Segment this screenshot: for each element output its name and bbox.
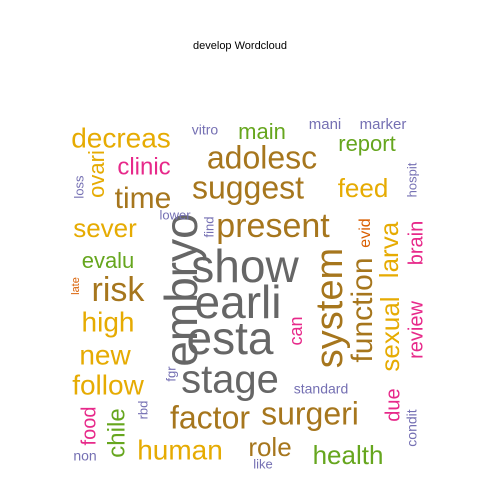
word-non: non	[73, 448, 96, 464]
word-feed: feed	[338, 173, 389, 203]
chart-title: develop Wordcloud	[193, 40, 287, 52]
word-vitro: vitro	[192, 122, 219, 138]
word-surgeri: surgeri	[261, 395, 359, 431]
word-sever: sever	[73, 213, 137, 243]
word-standard: standard	[294, 381, 348, 397]
word-risk: risk	[92, 271, 146, 309]
word-can: can	[286, 316, 306, 345]
word-due: due	[382, 388, 404, 421]
word-factor: factor	[170, 399, 250, 435]
word-human: human	[137, 434, 223, 465]
word-hospit: hospit	[404, 162, 419, 197]
word-adolesc: adolesc	[207, 139, 317, 175]
word-review: review	[405, 301, 427, 359]
word-evid: evid	[357, 218, 374, 247]
word-present: present	[216, 207, 330, 245]
word-stage: stage	[181, 358, 279, 402]
word-function: function	[346, 257, 379, 362]
word-larva: larva	[374, 221, 404, 278]
word-show: show	[191, 240, 299, 292]
word-find: find	[201, 217, 216, 238]
word-follow: follow	[72, 369, 144, 400]
word-health: health	[313, 440, 384, 470]
word-new: new	[79, 339, 131, 370]
word-food: food	[78, 407, 100, 446]
word-main: main	[238, 119, 286, 144]
word-clinic: clinic	[117, 153, 170, 180]
word-suggest: suggest	[192, 169, 304, 205]
word-chile: chile	[103, 408, 130, 457]
word-esta: esta	[187, 312, 274, 364]
word-report: report	[338, 131, 395, 156]
word-marker: marker	[360, 116, 407, 133]
word-fgr: fgr	[163, 366, 178, 382]
word-ovari: ovari	[84, 150, 109, 198]
word-rbd: rbd	[135, 401, 150, 420]
word-evalu: evalu	[82, 248, 135, 273]
word-sexual: sexual	[375, 296, 405, 371]
word-mani: mani	[309, 116, 342, 133]
word-loss: loss	[71, 175, 86, 199]
word-late: late	[70, 277, 82, 295]
word-system: system	[309, 248, 351, 368]
word-high: high	[82, 306, 135, 337]
word-earli: earli	[195, 276, 282, 328]
word-condit: condit	[404, 409, 420, 446]
word-brain: brain	[405, 221, 427, 265]
word-time: time	[115, 182, 172, 215]
word-decreas: decreas	[71, 122, 171, 153]
word-like: like	[253, 456, 273, 471]
word-embryo: embryo	[155, 213, 207, 366]
word-lower: lower	[159, 207, 191, 222]
word-role: role	[248, 432, 291, 462]
